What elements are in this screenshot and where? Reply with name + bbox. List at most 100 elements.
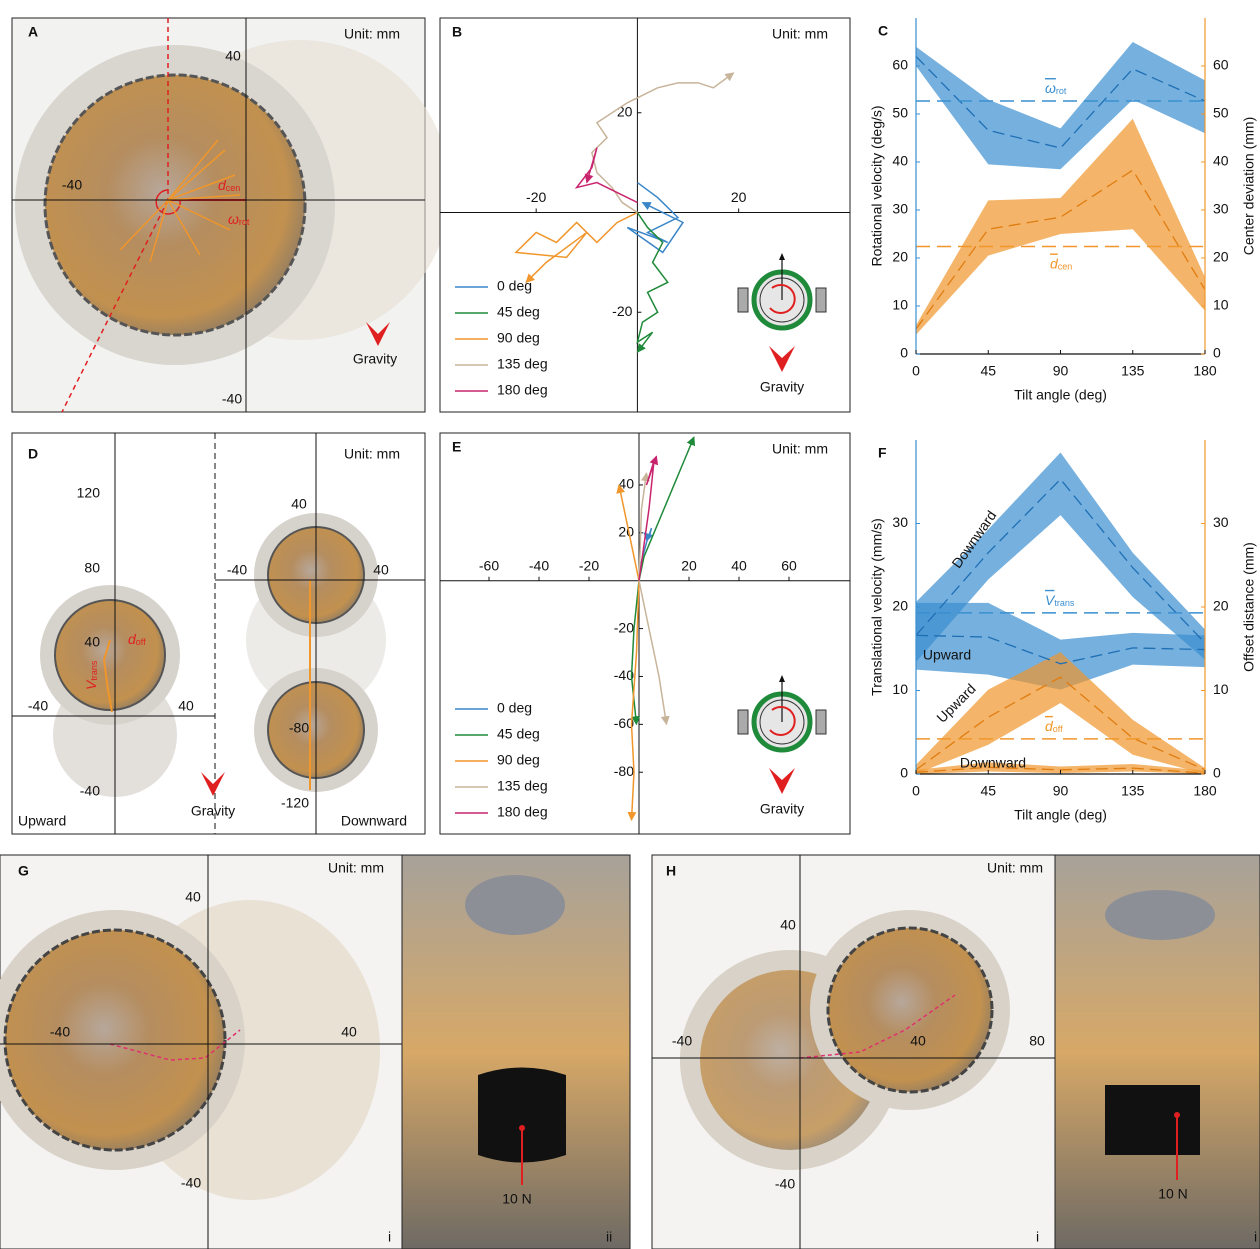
gravity-label: Gravity — [760, 379, 804, 395]
tick-label: 40 — [185, 889, 201, 905]
reference-label: doff — [1045, 718, 1063, 735]
tick-label: 40 — [341, 1024, 357, 1040]
tick-label: -40 — [222, 391, 242, 407]
x-tick-label: 135 — [1121, 363, 1145, 379]
tick-label: 40 — [291, 496, 307, 512]
robot-disc — [828, 928, 992, 1092]
force-point — [519, 1125, 525, 1131]
unit-label: Unit: mm — [987, 860, 1043, 876]
symbol: ω — [228, 211, 239, 227]
panel-label: H — [666, 863, 676, 879]
direction-label: Upward — [18, 813, 66, 829]
tick-label: -40 — [672, 1033, 692, 1049]
y-tick-label: -20 — [614, 619, 634, 635]
subscript: rot — [239, 217, 250, 227]
y-tick-label: 0 — [900, 765, 908, 781]
x-tick-label: 20 — [681, 557, 697, 573]
tick-label: -40 — [62, 177, 82, 193]
y-tick-label: 20 — [892, 249, 908, 265]
y2-tick-label: 10 — [1213, 681, 1229, 697]
gravity-label: Gravity — [760, 801, 804, 817]
y-tick-label: 0 — [900, 345, 908, 361]
y2-tick-label: 0 — [1213, 765, 1221, 781]
x-tick-label: 0 — [912, 783, 920, 799]
reference-label: Vtrans — [1045, 592, 1075, 609]
panel-frame — [440, 433, 850, 834]
panel-label: G — [18, 863, 29, 879]
robot-photo — [465, 875, 565, 935]
x-tick-label: 60 — [781, 557, 797, 573]
tick-label: 40 — [84, 634, 100, 650]
y-axis-title: Rotational velocity (deg/s) — [869, 105, 885, 266]
tick-label: -40 — [775, 1176, 795, 1192]
subscript: trans — [89, 660, 99, 681]
y-tick-label: 20 — [617, 103, 633, 119]
y2-tick-label: 40 — [1213, 153, 1229, 169]
unit-label: Unit: mm — [344, 26, 400, 42]
x-tick-label: 180 — [1193, 783, 1217, 799]
y-tick-label: 20 — [618, 524, 634, 540]
tick-label: -120 — [281, 795, 309, 811]
robot-photo — [1105, 890, 1215, 940]
reference-label: dcen — [1050, 255, 1072, 272]
panel-label: C — [878, 23, 888, 39]
tick-label: 120 — [77, 485, 101, 501]
y2-tick-label: 30 — [1213, 514, 1229, 530]
x-tick-label: -20 — [526, 189, 546, 205]
tick-label: -40 — [227, 562, 247, 578]
x-tick-label: 180 — [1193, 363, 1217, 379]
tick-label: -80 — [289, 720, 309, 736]
force-label: 10 N — [502, 1191, 532, 1207]
legend-label: 45 deg — [497, 726, 540, 742]
legend-label: 135 deg — [497, 356, 548, 372]
x-tick-label: -40 — [529, 557, 549, 573]
robot-wheel — [816, 710, 826, 734]
y-tick-label: 30 — [892, 201, 908, 217]
y2-tick-label: 60 — [1213, 57, 1229, 73]
sub-panel-label: ii — [606, 1229, 612, 1245]
sub-panel-label: i — [388, 1229, 391, 1245]
unit-label: Unit: mm — [772, 26, 828, 42]
panel-label: F — [878, 445, 887, 461]
subscript: off — [136, 637, 146, 647]
figure: A Unit: mm 40 -40 -40 dcen ωrot Gravity … — [0, 0, 1260, 1249]
panel-label: B — [452, 24, 462, 40]
y-tick-label: 60 — [892, 57, 908, 73]
y-tick-label: -20 — [612, 303, 632, 319]
panel-a: A Unit: mm 40 -40 -40 dcen ωrot Gravity — [12, 18, 450, 412]
y-axis-title: Translational velocity (mm/s) — [869, 518, 885, 696]
legend-label: 90 deg — [497, 330, 540, 346]
tick-label: 40 — [225, 48, 241, 64]
panel-label: A — [28, 24, 38, 40]
y2-axis-title: Center deviation (mm) — [1241, 117, 1257, 256]
x-tick-label: 40 — [731, 557, 747, 573]
gravity-label: Gravity — [353, 351, 397, 367]
y-tick-label: 10 — [892, 297, 908, 313]
x-tick-label: 20 — [731, 189, 747, 205]
y2-tick-label: 20 — [1213, 598, 1229, 614]
legend-label: 180 deg — [497, 382, 548, 398]
y-tick-label: 40 — [618, 476, 634, 492]
x-tick-label: 0 — [912, 363, 920, 379]
tick-label: -40 — [80, 783, 100, 799]
weight — [1105, 1085, 1200, 1155]
subscript: off — [1053, 724, 1063, 734]
page: { "panels": { "A": {"label": "A", "unit"… — [0, 0, 1260, 1249]
panel-label: D — [28, 446, 38, 462]
y-tick-label: 20 — [892, 598, 908, 614]
legend-label: 45 deg — [497, 304, 540, 320]
unit-label: Unit: mm — [328, 860, 384, 876]
x-tick-label: 135 — [1121, 783, 1145, 799]
panel-h: H Unit: mm 40 -40 40 80 -40 i i 10 N — [652, 855, 1260, 1249]
reference-label: ωrot — [1045, 80, 1067, 97]
symbol: ω — [1045, 80, 1056, 96]
x-tick-label: 90 — [1053, 783, 1069, 799]
tick-label: 40 — [178, 698, 194, 714]
tick-label: -40 — [50, 1024, 70, 1040]
sub-panel-label: i — [1254, 1229, 1257, 1245]
panel-label: E — [452, 439, 461, 455]
band — [916, 42, 1205, 169]
tick-label: -40 — [181, 1175, 201, 1191]
tick-label: 80 — [84, 560, 100, 576]
unit-label: Unit: mm — [772, 441, 828, 457]
